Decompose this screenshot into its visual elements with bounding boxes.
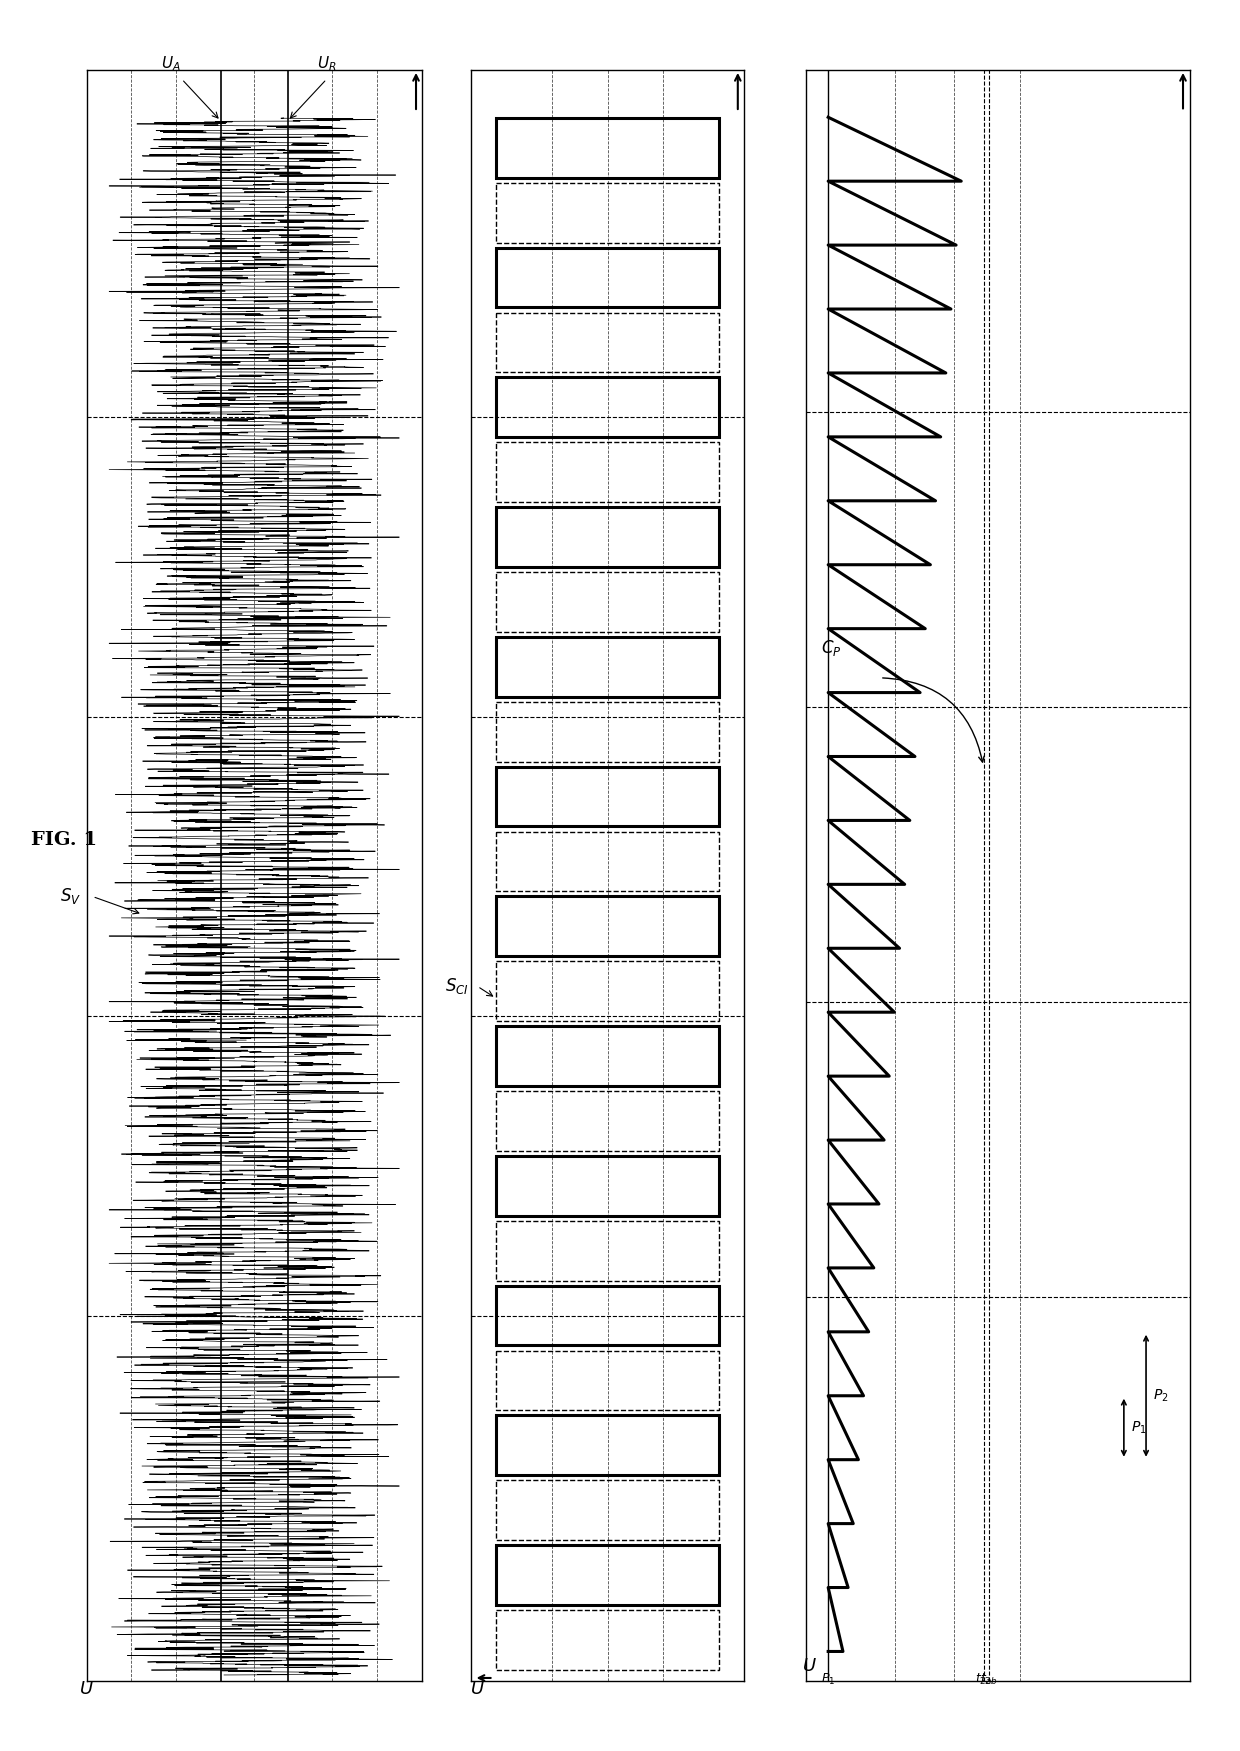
Text: $S_{CI}$: $S_{CI}$ [445,977,469,996]
Text: $t_{2a}$: $t_{2a}$ [976,1672,993,1688]
Text: $U_R$: $U_R$ [317,54,336,74]
Text: $U_A$: $U_A$ [161,54,180,74]
Text: FIG. 1: FIG. 1 [31,832,97,849]
Text: $U$: $U$ [470,1679,485,1698]
Text: $P_1$: $P_1$ [821,1672,836,1688]
Text: $t_{2b}$: $t_{2b}$ [981,1672,998,1688]
Text: $U$: $U$ [801,1658,816,1676]
Text: $P_1$: $P_1$ [1131,1420,1147,1436]
Text: $C_P$: $C_P$ [821,639,842,658]
Text: $P_2$: $P_2$ [1153,1387,1169,1404]
Text: $S_V$: $S_V$ [60,886,82,907]
Text: $U$: $U$ [79,1679,94,1698]
